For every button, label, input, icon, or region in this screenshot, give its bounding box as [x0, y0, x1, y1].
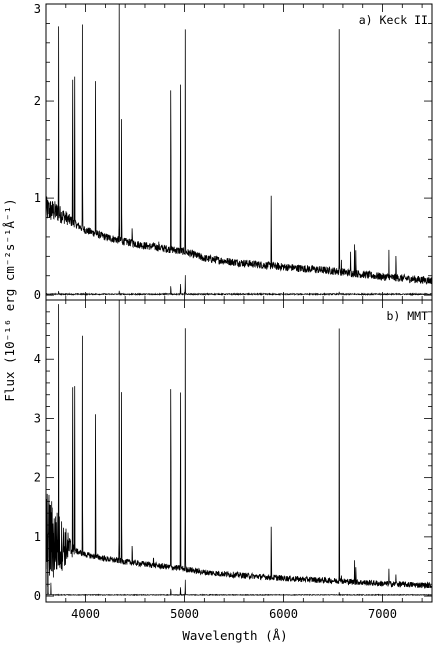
x-tick-label: 4000: [71, 607, 100, 621]
y-tick-label: 3: [34, 2, 41, 16]
x-tick-label: 6000: [269, 607, 298, 621]
y-tick-label: 0: [34, 288, 41, 302]
y-tick-label: 2: [34, 471, 41, 485]
plot-frame: [45, 299, 433, 603]
y-tick-label: 1: [34, 530, 41, 544]
panel-mmt: 4000 5000 6000 7000 0 1 2 3 4 b) MMT: [34, 299, 433, 621]
x-tick-label: 7000: [368, 607, 397, 621]
y-tick-label: 3: [34, 411, 41, 425]
y-axis-title: Flux (10⁻¹⁶ erg cm⁻²s⁻¹Å⁻¹): [2, 198, 17, 401]
error-spectrum-line: [46, 574, 432, 597]
error-spectrum-line: [46, 275, 432, 297]
y-tick-label: 2: [34, 94, 41, 108]
x-tick-label: 5000: [170, 607, 199, 621]
panel-label: b) MMT: [386, 309, 428, 323]
x-axis-title: Wavelength (Å): [182, 628, 287, 643]
flux-spectrum-line: [46, 4, 432, 285]
panel-label: a) Keck II: [359, 13, 428, 27]
y-tick-label: 1: [34, 191, 41, 205]
y-tick-label: 4: [34, 352, 41, 366]
flux-spectrum-line: [46, 300, 432, 589]
y-tick-label: 0: [34, 589, 41, 603]
